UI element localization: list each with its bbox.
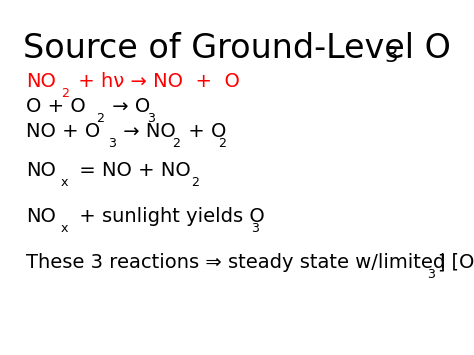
Text: NO + O: NO + O — [26, 122, 100, 141]
Text: → NO: → NO — [117, 122, 176, 141]
Text: + hν → NO  +  O: + hν → NO + O — [72, 72, 239, 91]
Text: x: x — [61, 176, 68, 189]
Text: + O: + O — [182, 122, 226, 141]
Text: 2: 2 — [96, 112, 104, 125]
Text: x: x — [61, 222, 68, 235]
Text: Source of Ground-Level O: Source of Ground-Level O — [23, 32, 451, 65]
Text: 3: 3 — [108, 137, 116, 149]
Text: 2: 2 — [219, 137, 227, 149]
Text: 3: 3 — [147, 112, 155, 125]
Text: NO: NO — [26, 161, 56, 180]
Text: O + O: O + O — [26, 97, 86, 116]
Text: 2: 2 — [191, 176, 199, 189]
Text: 2: 2 — [61, 87, 69, 100]
Text: 3: 3 — [251, 222, 259, 235]
Text: These 3 reactions ⇒ steady state w/limited [O: These 3 reactions ⇒ steady state w/limit… — [26, 253, 474, 272]
Text: + sunlight yields O: + sunlight yields O — [73, 207, 264, 226]
Text: → O: → O — [106, 97, 150, 116]
Text: ]: ] — [438, 253, 445, 272]
Text: 3: 3 — [384, 46, 398, 66]
Text: 2: 2 — [172, 137, 180, 149]
Text: NO: NO — [26, 72, 56, 91]
Text: = NO + NO: = NO + NO — [73, 161, 190, 180]
Text: 3: 3 — [427, 268, 435, 281]
Text: NO: NO — [26, 207, 56, 226]
